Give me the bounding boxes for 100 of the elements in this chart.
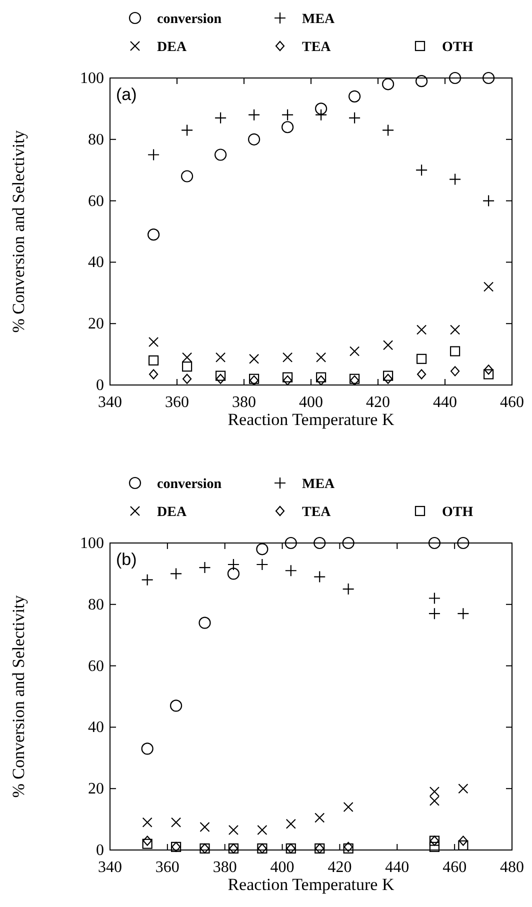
x-tick-label: 340 bbox=[98, 394, 122, 411]
annotation: (a) bbox=[116, 85, 137, 104]
point bbox=[181, 170, 194, 182]
point bbox=[458, 840, 468, 850]
point bbox=[181, 124, 194, 136]
point bbox=[450, 366, 460, 376]
point bbox=[216, 370, 226, 381]
point bbox=[416, 354, 427, 364]
y-tick-label: 20 bbox=[88, 316, 104, 333]
point bbox=[416, 164, 428, 176]
point bbox=[382, 124, 394, 136]
point bbox=[344, 842, 353, 852]
point bbox=[458, 784, 468, 794]
x-tick-label: 480 bbox=[500, 859, 524, 876]
point bbox=[449, 173, 462, 186]
annotation: (b) bbox=[116, 550, 137, 569]
y-tick-label: 20 bbox=[88, 780, 104, 798]
point bbox=[182, 374, 192, 384]
point bbox=[216, 352, 226, 362]
point bbox=[286, 818, 296, 829]
point bbox=[148, 228, 160, 241]
point bbox=[216, 374, 226, 384]
point bbox=[428, 592, 441, 604]
point bbox=[482, 72, 495, 84]
x-tick-label: 380 bbox=[232, 394, 256, 411]
point bbox=[428, 536, 441, 550]
point bbox=[484, 364, 494, 375]
point bbox=[316, 375, 326, 386]
point bbox=[170, 817, 182, 828]
point bbox=[383, 370, 394, 381]
point bbox=[282, 108, 294, 121]
x-tick-label: 360 bbox=[155, 859, 180, 876]
y-tick-label: 0 bbox=[96, 842, 104, 859]
point bbox=[282, 372, 293, 382]
y-tick-label: 80 bbox=[88, 131, 104, 148]
point bbox=[282, 352, 293, 362]
point bbox=[142, 817, 152, 828]
x-tick-label: 440 bbox=[433, 394, 457, 411]
point bbox=[316, 352, 326, 362]
point bbox=[343, 802, 354, 812]
point bbox=[450, 324, 460, 335]
point bbox=[429, 796, 440, 806]
point bbox=[148, 355, 159, 366]
point bbox=[342, 536, 354, 550]
point bbox=[417, 369, 426, 380]
point bbox=[429, 786, 440, 797]
point bbox=[170, 568, 182, 580]
legend-label: conversion bbox=[157, 12, 222, 27]
y-tick-label: 0 bbox=[96, 377, 104, 394]
x-tick-label: 420 bbox=[328, 859, 352, 876]
legend-label: DEA bbox=[157, 505, 188, 520]
point bbox=[141, 742, 154, 755]
legend-label: DEA bbox=[157, 40, 188, 55]
point bbox=[316, 372, 326, 382]
y-tick-label: 40 bbox=[88, 719, 104, 736]
x-tick-label: 340 bbox=[98, 859, 122, 876]
point bbox=[214, 112, 227, 124]
point bbox=[382, 78, 394, 90]
point bbox=[383, 340, 394, 350]
x-tick-label: 420 bbox=[366, 394, 390, 411]
x-tick-label: 460 bbox=[442, 859, 467, 876]
x-tick-label: 460 bbox=[500, 394, 524, 411]
x-tick-label: 400 bbox=[299, 394, 323, 411]
legend-label: OTH bbox=[442, 40, 474, 55]
point bbox=[484, 282, 494, 292]
point bbox=[149, 369, 158, 380]
y-tick-label: 60 bbox=[88, 658, 104, 675]
y-axis-title: % Conversion and Selectivity bbox=[9, 130, 28, 333]
x-tick-label: 440 bbox=[385, 859, 410, 876]
point bbox=[314, 536, 326, 550]
point bbox=[315, 102, 328, 115]
point bbox=[256, 543, 268, 556]
y-tick-label: 100 bbox=[80, 70, 104, 87]
y-tick-label: 100 bbox=[80, 535, 104, 552]
point bbox=[170, 700, 182, 712]
point bbox=[384, 374, 393, 384]
point bbox=[416, 324, 427, 335]
point bbox=[248, 133, 260, 146]
point bbox=[343, 843, 354, 854]
x-axis-title: Reaction Temperature K bbox=[228, 875, 395, 894]
point bbox=[429, 842, 440, 852]
point bbox=[214, 148, 227, 161]
y-axis-title: % Conversion and Selectivity bbox=[9, 594, 28, 798]
y-tick-label: 40 bbox=[88, 254, 104, 272]
point bbox=[428, 608, 441, 620]
point bbox=[228, 824, 239, 836]
point bbox=[142, 838, 152, 849]
point bbox=[182, 352, 192, 362]
point bbox=[198, 616, 211, 629]
point bbox=[284, 536, 297, 550]
point bbox=[284, 564, 297, 577]
y-tick-label: 80 bbox=[88, 596, 104, 614]
legend-label: MEA bbox=[302, 477, 336, 492]
point bbox=[198, 562, 211, 574]
point bbox=[314, 570, 326, 583]
point bbox=[148, 336, 159, 348]
x-tick-label: 380 bbox=[212, 859, 237, 876]
point bbox=[449, 72, 462, 84]
y-tick-label: 60 bbox=[88, 192, 104, 210]
point bbox=[314, 812, 325, 823]
